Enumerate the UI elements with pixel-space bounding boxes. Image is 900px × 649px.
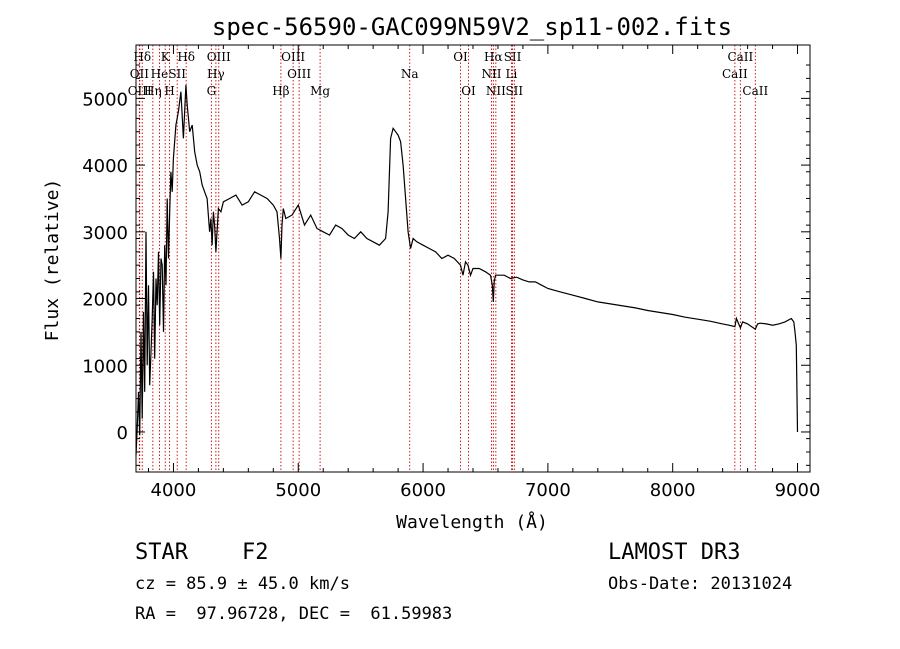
- line-label-SII-6717: SII: [504, 50, 522, 64]
- line-label-OIII-4363: OIII: [207, 50, 231, 64]
- line-label-H: H: [164, 84, 174, 98]
- plot-frame: [135, 44, 811, 473]
- y-axis: 0 1000 2000 3000 4000 5000: [82, 64, 810, 466]
- line-label-Mg: Mg: [310, 84, 330, 98]
- y-tick-label: 0: [117, 423, 128, 444]
- y-tick-label: 4000: [82, 156, 128, 177]
- line-label-OIII-5007: OIII: [287, 67, 311, 81]
- x-axis-label: Wavelength (Å): [396, 511, 548, 533]
- y-tick-label: 2000: [82, 290, 128, 311]
- survey-label: LAMOST DR3: [608, 540, 741, 565]
- y-tick-label: 5000: [82, 89, 128, 110]
- line-label-Li: Li: [506, 67, 518, 81]
- redshift-text: cz = 85.9 ± 45.0 km/s: [135, 574, 350, 594]
- line-label-K: K: [161, 50, 171, 64]
- y-axis-label: Flux (relative): [42, 179, 63, 342]
- line-label-CaII-8498: CaII: [722, 67, 748, 81]
- x-tick-label: 8000: [650, 480, 696, 501]
- subclass-label: F2: [242, 540, 269, 565]
- chart-title: spec-56590-GAC099N59V2_sp11-002.fits: [212, 13, 732, 41]
- line-label-OI-6364: OI: [461, 84, 476, 98]
- spectral-line-markers: [138, 45, 756, 472]
- line-label-SII-6731: SII: [505, 84, 523, 98]
- x-tick-label: 4000: [151, 480, 197, 501]
- line-label-He: He: [151, 67, 169, 81]
- line-label-Na: Na: [401, 67, 419, 81]
- line-label-H-beta: Hβ: [272, 84, 289, 98]
- line-label-NII-6548: NII: [481, 67, 501, 81]
- line-label-OI-6300: OI: [453, 50, 468, 64]
- x-tick-label: 7000: [525, 480, 571, 501]
- line-label-OII: OII: [130, 67, 150, 81]
- obs-date-text: Obs-Date: 20131024: [608, 574, 793, 594]
- line-label-H-gamma: Hγ: [207, 67, 225, 81]
- y-tick-label: 1000: [82, 356, 128, 377]
- x-tick-label: 9000: [775, 480, 821, 501]
- line-label-CaII-8662: CaII: [742, 84, 768, 98]
- line-label-NII-6583: NII: [486, 84, 506, 98]
- coordinates-text: RA = 97.96728, DEC = 61.59983: [135, 604, 453, 624]
- line-label-H-delta: Hδ: [133, 50, 151, 64]
- line-label-OIII-4959: OIII: [281, 50, 305, 64]
- line-label-H-alpha: Hα: [484, 50, 503, 64]
- line-label-CaII-8542: CaII: [727, 50, 753, 64]
- x-tick-label: 6000: [400, 480, 446, 501]
- line-label-H-eta: Hη: [144, 84, 162, 98]
- x-axis: 4000 5000 6000 7000 8000 9000: [147, 45, 821, 501]
- line-label-H-delta-2: Hδ: [177, 50, 195, 64]
- line-label-G: G: [207, 84, 217, 98]
- class-label: STAR: [135, 540, 188, 565]
- x-tick-label: 5000: [275, 480, 321, 501]
- spectrum-line: [135, 84, 799, 456]
- line-label-SII-4068: SII: [168, 67, 186, 81]
- line-label-OIII-3726: OIII: [128, 84, 152, 98]
- y-tick-label: 3000: [82, 223, 128, 244]
